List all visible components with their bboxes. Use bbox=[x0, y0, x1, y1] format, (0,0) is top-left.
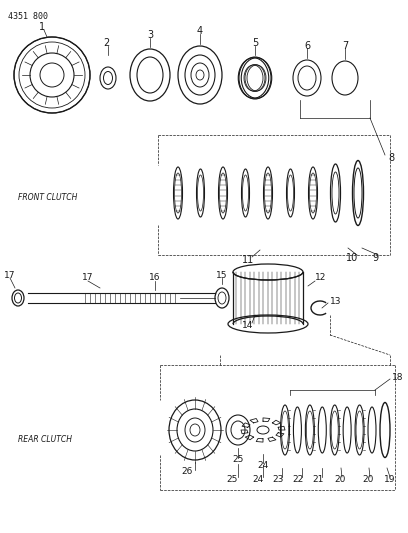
Text: FRONT CLUTCH: FRONT CLUTCH bbox=[18, 193, 78, 203]
Text: 7: 7 bbox=[342, 41, 348, 51]
Text: 15: 15 bbox=[216, 271, 228, 280]
Text: 6: 6 bbox=[304, 41, 310, 51]
Text: 17: 17 bbox=[4, 271, 16, 280]
Text: 10: 10 bbox=[346, 253, 358, 263]
Text: 25: 25 bbox=[232, 456, 244, 464]
Text: 4: 4 bbox=[197, 26, 203, 36]
Text: 24: 24 bbox=[253, 475, 264, 484]
Text: 13: 13 bbox=[330, 297, 341, 306]
Text: 17: 17 bbox=[82, 273, 94, 282]
Text: 22: 22 bbox=[293, 475, 304, 484]
Text: 26: 26 bbox=[181, 467, 193, 477]
Text: 5: 5 bbox=[252, 38, 258, 48]
Text: 24: 24 bbox=[257, 461, 268, 470]
Text: 18: 18 bbox=[392, 373, 404, 382]
Text: 20: 20 bbox=[362, 475, 374, 484]
Text: 9: 9 bbox=[372, 253, 378, 263]
Text: 8: 8 bbox=[388, 153, 394, 163]
Text: 16: 16 bbox=[149, 273, 161, 282]
Text: 19: 19 bbox=[384, 475, 396, 484]
Text: 1: 1 bbox=[39, 22, 45, 32]
Text: 25: 25 bbox=[226, 475, 238, 484]
Text: 14: 14 bbox=[242, 320, 254, 329]
Text: 2: 2 bbox=[103, 38, 109, 48]
Text: 12: 12 bbox=[315, 273, 326, 282]
Text: 21: 21 bbox=[312, 475, 324, 484]
Text: 4351 800: 4351 800 bbox=[8, 12, 48, 21]
Text: 3: 3 bbox=[147, 30, 153, 40]
Text: REAR CLUTCH: REAR CLUTCH bbox=[18, 435, 72, 445]
Text: 11: 11 bbox=[242, 255, 254, 265]
Text: 23: 23 bbox=[272, 475, 284, 484]
Text: 20: 20 bbox=[334, 475, 346, 484]
